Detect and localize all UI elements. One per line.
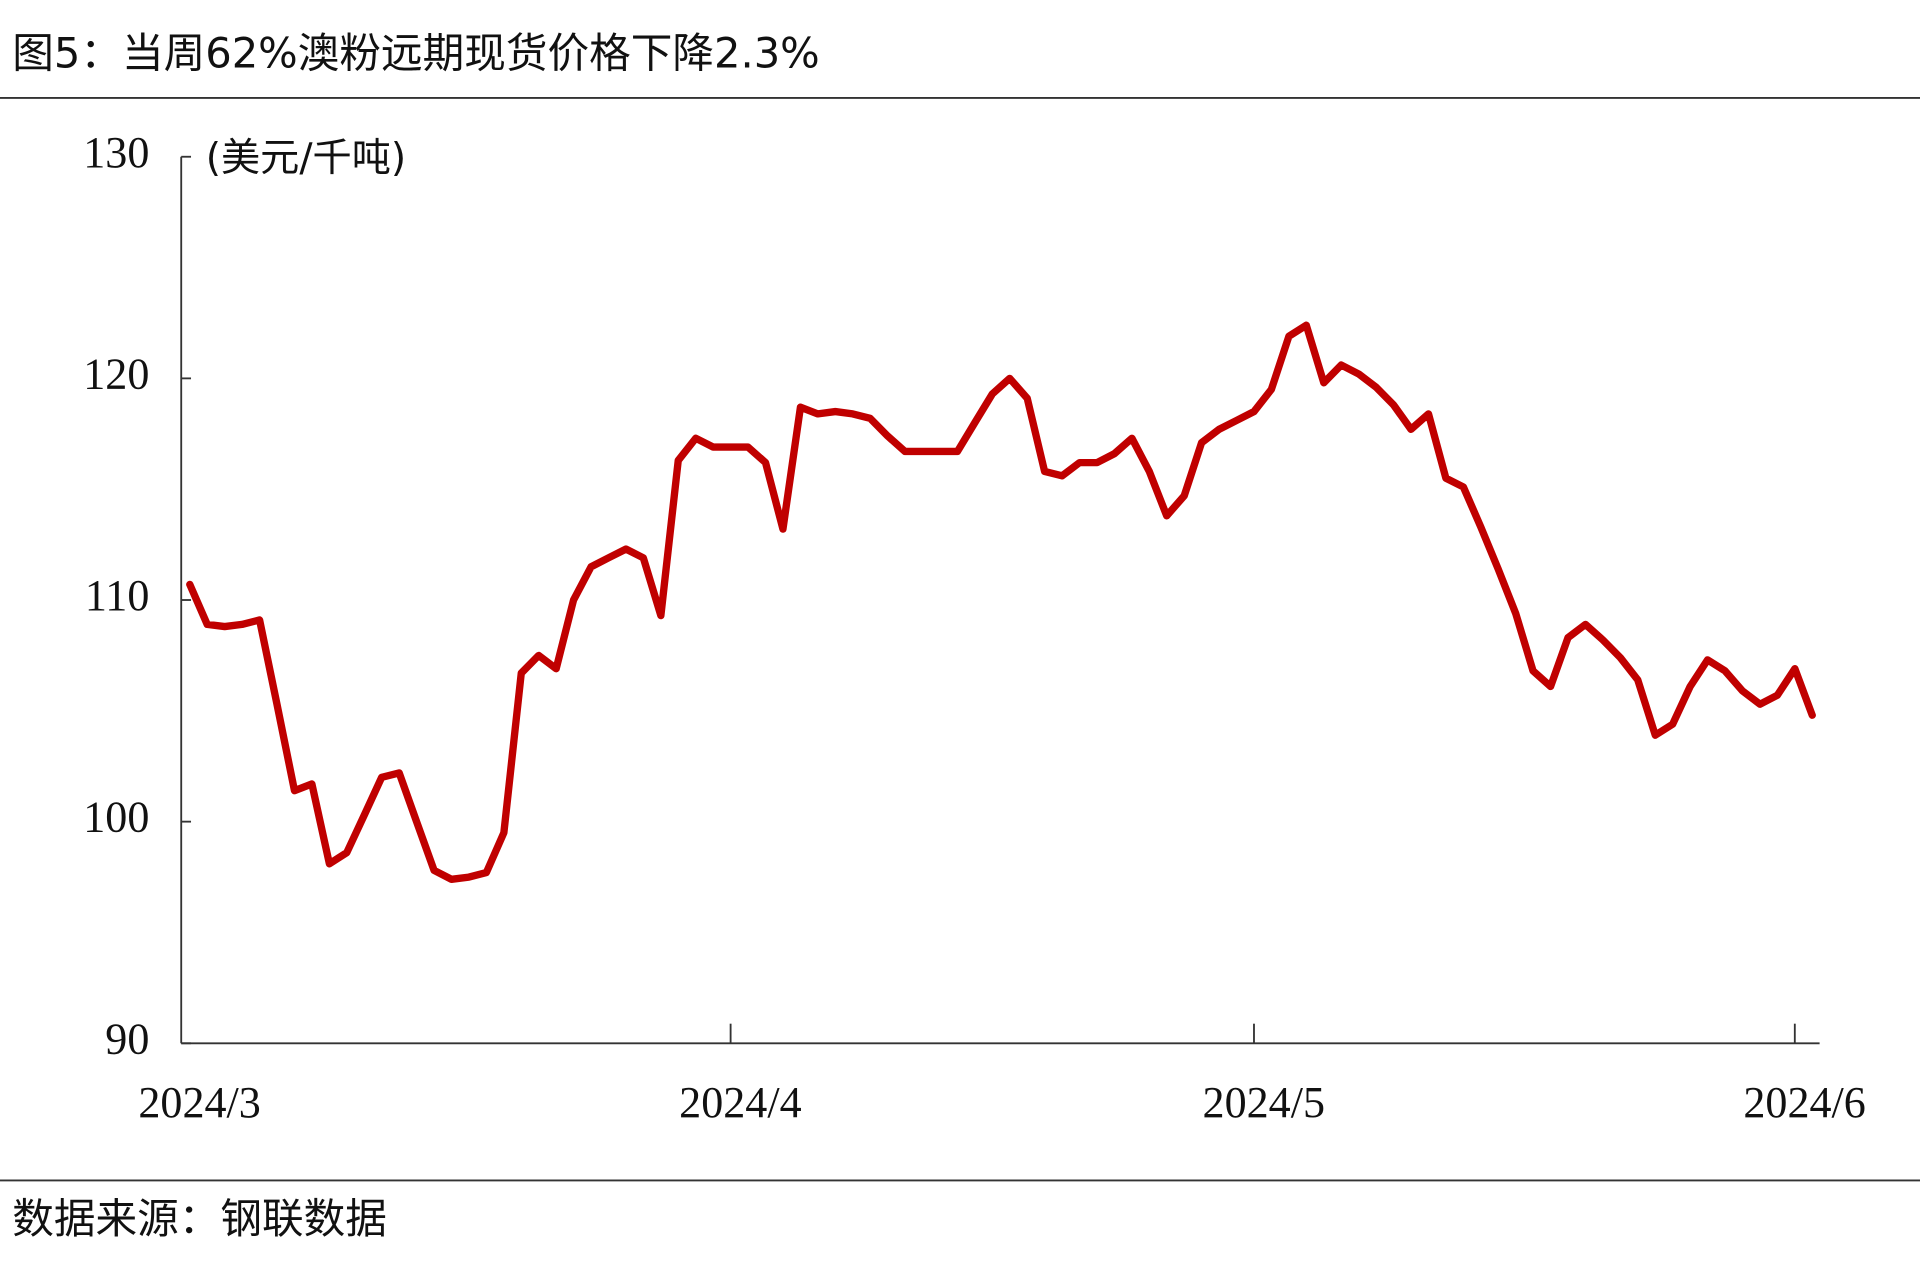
y-tick-label: 130 bbox=[83, 128, 149, 177]
y-axis-label: (美元/千吨) bbox=[206, 136, 406, 181]
x-tick-label: 2024/4 bbox=[679, 1078, 801, 1127]
y-tick-label: 90 bbox=[105, 1014, 149, 1063]
y-tick-label: 110 bbox=[85, 571, 149, 620]
y-tick-label: 120 bbox=[83, 349, 149, 398]
x-tick-label: 2024/3 bbox=[138, 1078, 260, 1127]
x-tick-label: 2024/5 bbox=[1203, 1078, 1325, 1127]
source-note: 数据来源：钢联数据 bbox=[12, 1194, 387, 1243]
chart-title: 图5：当周62%澳粉远期现货价格下降2.3% bbox=[12, 28, 820, 77]
price-line bbox=[186, 321, 1816, 883]
x-tick-label: 2024/6 bbox=[1743, 1078, 1865, 1127]
y-tick-label: 100 bbox=[83, 793, 149, 842]
